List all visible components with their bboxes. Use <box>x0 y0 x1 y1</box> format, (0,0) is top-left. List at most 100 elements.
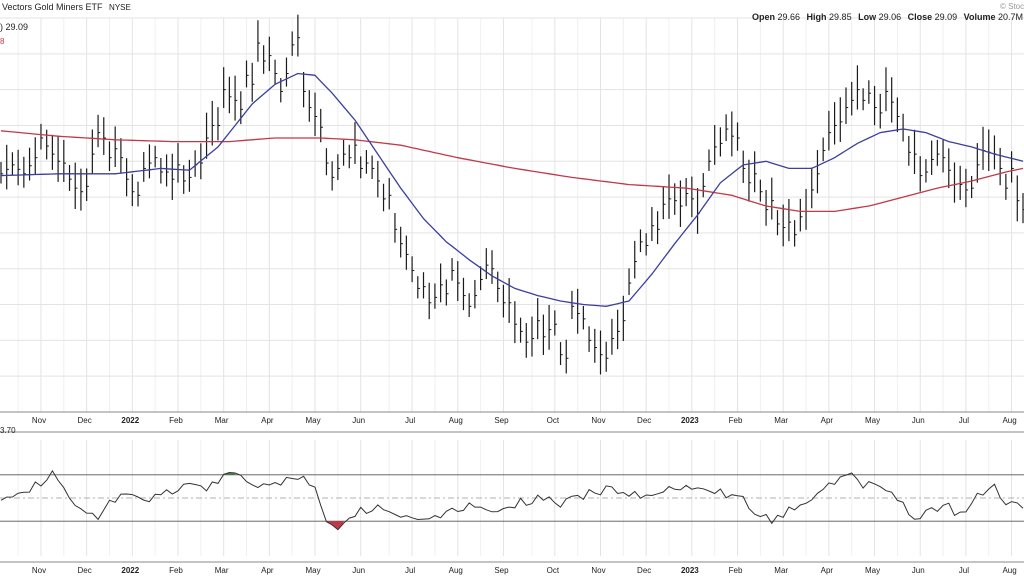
price-bar <box>908 135 912 166</box>
price-bar <box>828 110 832 151</box>
price-bar <box>879 93 883 129</box>
price-bar <box>645 233 649 256</box>
ohlc-key-volume: Volume <box>963 12 998 22</box>
rsi-x-tick-label: Apr <box>821 566 834 575</box>
price-bar <box>851 81 854 116</box>
price-x-tick-label: Jun <box>912 416 925 425</box>
price-bar <box>668 174 672 219</box>
rsi-x-tick-label: Aug <box>449 566 463 575</box>
price-bar <box>896 97 900 133</box>
price-bar <box>559 342 563 365</box>
price-bar <box>268 36 272 72</box>
price-x-tick-label: 2022 <box>121 416 139 425</box>
price-bar <box>240 91 243 125</box>
price-x-tick-label: Dec <box>637 416 651 425</box>
price-bar <box>731 111 735 157</box>
price-bar <box>1016 175 1020 222</box>
rsi-x-tick-label: May <box>865 566 880 575</box>
price-bar <box>68 164 72 191</box>
price-bar <box>891 77 894 123</box>
price-bar <box>617 309 620 350</box>
price-bar <box>588 326 592 352</box>
price-bar <box>582 305 586 330</box>
price-x-tick-label: Feb <box>729 416 743 425</box>
ohlc-readout: Open 29.66 High 29.85 Low 29.06 Close 29… <box>752 12 1024 22</box>
price-bar <box>457 261 460 302</box>
price-bar <box>479 266 483 291</box>
price-bar <box>63 139 67 182</box>
price-bar <box>822 137 826 162</box>
price-bar <box>131 174 135 207</box>
price-bar <box>74 162 78 210</box>
price-bar <box>108 141 112 172</box>
price-bar <box>942 139 946 173</box>
price-bar <box>719 127 723 157</box>
price-bar <box>388 178 392 210</box>
price-bar <box>599 330 603 375</box>
rsi-x-tick-label: Oct <box>547 566 560 575</box>
price-bar <box>451 258 455 281</box>
price-x-tick-label: 2023 <box>681 416 699 425</box>
price-bar <box>873 85 877 126</box>
price-bar <box>982 126 986 170</box>
price-bar <box>177 143 181 183</box>
price-bar <box>976 143 980 183</box>
price-x-tick-label: Sep <box>494 416 509 425</box>
price-bar <box>531 316 535 357</box>
price-bar <box>143 152 146 182</box>
rsi-x-tick-label: Nov <box>591 566 605 575</box>
price-bar <box>548 305 552 350</box>
ohlc-key-low: Low <box>858 12 879 22</box>
rsi-label: 3.70 <box>0 426 16 435</box>
rsi-x-tick-label: Mar <box>774 566 788 575</box>
price-bar <box>662 185 666 220</box>
price-bar <box>434 283 438 309</box>
price-bar <box>0 161 4 184</box>
price-bar <box>308 90 312 122</box>
price-bar <box>571 290 575 319</box>
price-bar <box>285 57 289 87</box>
price-x-tick-label: Nov <box>32 416 46 425</box>
price-bar <box>297 14 301 57</box>
price-bar <box>742 150 746 183</box>
price-bar <box>519 317 523 343</box>
chart-title-line: Vectors Gold Miners ETF NYSE <box>2 2 131 12</box>
price-x-tick-label: Oct <box>547 416 560 425</box>
price-x-tick-label: Apr <box>261 416 274 425</box>
price-bar <box>839 97 843 143</box>
price-bar <box>816 150 820 194</box>
price-bar <box>394 212 398 243</box>
price-bar <box>845 87 849 124</box>
price-bar <box>833 102 837 145</box>
rsi-x-tick-label: Sep <box>494 566 509 575</box>
price-bar <box>782 204 786 247</box>
price-bar <box>428 282 432 320</box>
price-bar <box>440 263 443 303</box>
price-bar <box>748 159 752 202</box>
price-bar <box>474 279 478 309</box>
price-bar <box>320 108 323 143</box>
price-bar <box>931 140 934 175</box>
price-bar <box>377 160 381 198</box>
price-bar <box>537 298 540 340</box>
price-bar <box>360 156 363 179</box>
price-bar <box>1022 193 1024 224</box>
price-bars <box>0 14 1024 375</box>
price-bar <box>40 123 44 150</box>
price-bar <box>91 129 95 175</box>
ohlc-value-high: 29.85 <box>829 12 855 22</box>
price-bar <box>999 147 1003 186</box>
price-x-tick-label: May <box>305 416 320 425</box>
ohlc-key-close: Close <box>907 12 935 22</box>
ma-short-line <box>0 72 1024 307</box>
price-bar <box>188 159 192 192</box>
price-bar <box>400 226 403 258</box>
price-bar <box>462 277 466 311</box>
price-bar <box>303 71 306 108</box>
price-x-tick-label: Jul <box>959 416 969 425</box>
price-bar <box>702 173 706 198</box>
price-bar <box>542 314 546 355</box>
rsi-x-tick-label: Feb <box>169 566 183 575</box>
price-x-tick-label: Mar <box>215 416 229 425</box>
